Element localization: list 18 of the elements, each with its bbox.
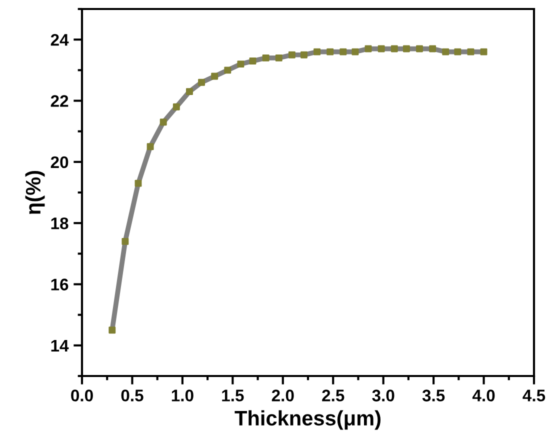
x-tick-label: 1.5 xyxy=(222,390,244,402)
y-tick-label: 16 xyxy=(51,278,68,290)
x-tick-label: 2.0 xyxy=(272,390,294,402)
y-axis-title: η(%) xyxy=(25,170,45,214)
x-tick-label: 0.5 xyxy=(121,390,144,402)
x-axis-title: Thickness(μm) xyxy=(234,410,380,430)
x-tick-label: 4.0 xyxy=(472,390,495,402)
x-tick-label: 4.5 xyxy=(522,390,546,402)
y-tick-label: 22 xyxy=(50,95,68,107)
x-tick-label: 3.5 xyxy=(422,390,445,402)
y-tick-label: 14 xyxy=(51,340,69,352)
y-tick-label: 18 xyxy=(51,217,68,230)
x-tick-label: 1.0 xyxy=(172,390,194,402)
y-tick-label: 20 xyxy=(50,156,68,168)
x-tick-label: 0.0 xyxy=(71,390,93,402)
x-tick-label: 3.0 xyxy=(372,390,394,402)
x-tick-label: 2.5 xyxy=(322,390,344,402)
y-tick-label: 24 xyxy=(50,34,69,46)
